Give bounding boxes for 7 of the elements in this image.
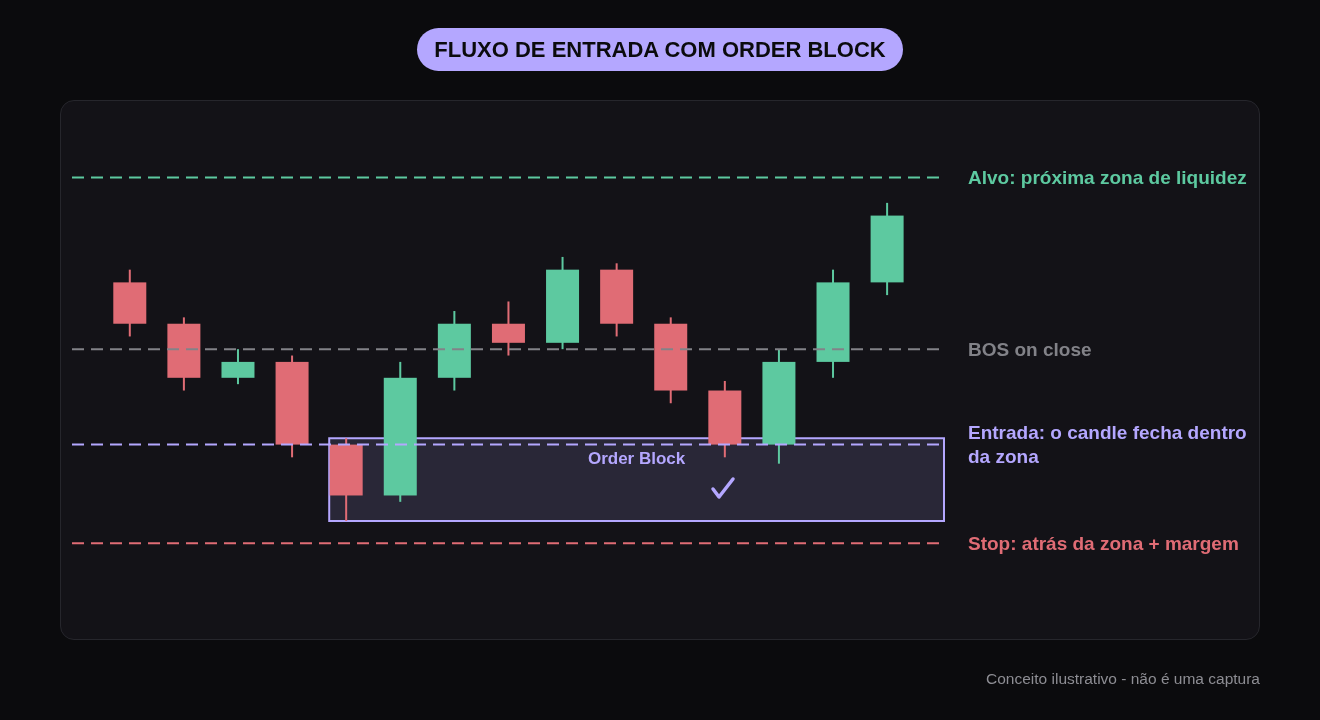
ref-line-label: BOS on close bbox=[968, 338, 1092, 360]
ref-line-label: Alvo: próxima zona de liquidez bbox=[968, 167, 1247, 189]
band-label: Order Block bbox=[587, 449, 686, 469]
chart-title: FLUXO DE ENTRADA COM ORDER BLOCK bbox=[417, 28, 903, 71]
text: Conceito ilustrativo - não é uma captura bbox=[986, 670, 1260, 688]
ref-line-label: Stop: atrás da zona + margem bbox=[968, 532, 1239, 554]
ref-line-label: Entrada: o candle fecha dentro da zona bbox=[968, 422, 1247, 468]
